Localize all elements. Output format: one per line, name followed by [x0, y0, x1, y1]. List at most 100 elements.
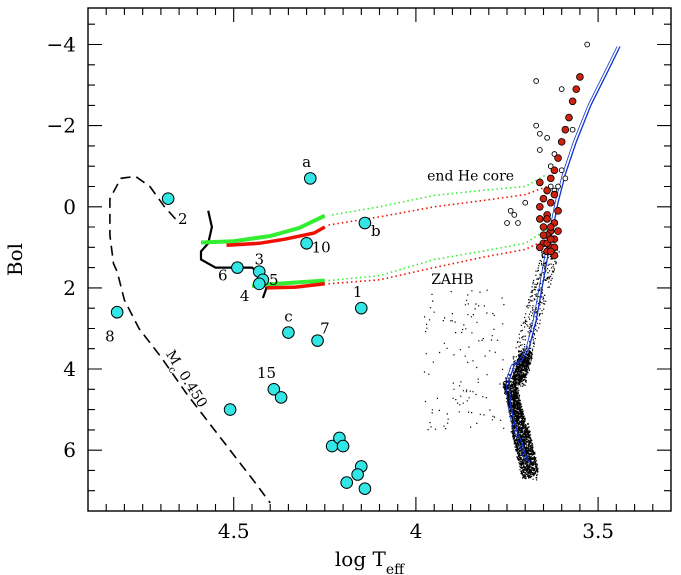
red-giant-point	[568, 97, 577, 106]
star-dot-cloud	[423, 247, 560, 481]
x-axis-title-main: log T	[335, 547, 387, 571]
hot-star-label: 1	[353, 283, 363, 301]
main-sequence-dots	[423, 247, 560, 481]
isochrone-line	[508, 46, 621, 463]
annotation-text: end He core	[427, 168, 514, 184]
agb-open-circle	[555, 183, 561, 190]
x-axis-title-sub: eff	[386, 562, 405, 575]
agb-open-circle	[511, 212, 518, 218]
red-giant-point	[576, 73, 584, 81]
green-end-core-solid	[200, 213, 326, 245]
hot-star-point	[303, 172, 317, 185]
hot-star-label: 8	[105, 328, 115, 346]
hot-star-point	[300, 236, 313, 250]
red-giant-point	[543, 215, 551, 223]
hot-star-label: 6	[218, 267, 228, 285]
agb-open-circle	[515, 220, 521, 226]
agb-open-circle	[558, 167, 565, 174]
hot-star-point	[223, 403, 237, 416]
hot-star-point	[351, 468, 364, 481]
red-giant-point	[539, 231, 548, 239]
hot-star-point	[358, 482, 372, 495]
hot-star-point	[231, 261, 244, 274]
x-tick-label: 4.5	[218, 519, 250, 543]
agb-open-circle	[562, 175, 569, 182]
y-tick-label: 2	[63, 276, 76, 300]
red-end-core-solid	[226, 225, 326, 248]
hot-star-label: 3	[254, 251, 264, 269]
hot-star-label: 15	[257, 364, 276, 382]
red-giant-point	[546, 198, 555, 207]
y-tick-label: −4	[47, 33, 76, 57]
red-giant-point	[546, 235, 555, 244]
red-giant-point	[539, 194, 548, 203]
y-tick-label: 0	[63, 195, 76, 219]
red-giant-point	[539, 223, 548, 231]
red-end-core-dotted	[328, 185, 548, 226]
hot-star-point	[340, 476, 354, 489]
hot-star-point	[110, 305, 124, 319]
evolution-tracks	[109, 46, 621, 504]
red-giant-point	[554, 207, 562, 215]
agb-open-circle	[507, 207, 514, 214]
red-giant-point	[543, 186, 551, 195]
annotation-sub: c	[166, 365, 179, 376]
hot-star-label: 10	[312, 238, 331, 256]
red-giant-point	[565, 113, 573, 122]
red-giant-point	[550, 166, 559, 175]
red-giant-point	[557, 138, 566, 146]
annotation-text: ZAHB	[431, 272, 473, 288]
agb-open-circle	[558, 86, 565, 92]
hot-star-label: b	[371, 222, 381, 240]
agb-open-circle	[504, 220, 510, 226]
y-tick-label: −2	[47, 114, 76, 138]
red-giant-point	[546, 174, 555, 183]
agb-open-circle	[533, 78, 540, 84]
y-tick-label: 6	[63, 438, 76, 462]
red-zahb-dotted	[328, 238, 548, 285]
hot-star-point	[354, 301, 368, 315]
hot-star-point	[274, 391, 288, 404]
red-giant-point	[536, 202, 544, 211]
hot-star-point	[311, 334, 324, 347]
red-giant-point	[536, 243, 544, 252]
hot-star-label: 4	[240, 287, 250, 305]
hot-star-point	[161, 192, 175, 205]
agb-open-circle	[584, 41, 591, 48]
red-giant-point	[554, 154, 562, 162]
hot-star-label: 2	[178, 210, 188, 228]
y-axis-title: Bol	[3, 243, 27, 276]
hot-star-point	[358, 216, 372, 230]
y-tick-label: 4	[63, 357, 76, 381]
agb-open-circle	[536, 147, 543, 153]
hot-star-point	[282, 326, 295, 339]
agb-open-circle	[536, 130, 543, 137]
hot-star-point	[267, 383, 281, 396]
hot-star-label: a	[302, 153, 311, 171]
x-tick-label: 4	[410, 519, 423, 543]
red-giant-point	[572, 85, 581, 93]
hot-star-label: 5	[269, 271, 279, 289]
red-giant-point	[536, 215, 544, 223]
axis-ticks	[88, 8, 671, 511]
star-labels: 2 8 a b 10 3 6 5 4 1 c 7 15	[105, 153, 381, 382]
isochrone-line-2	[505, 46, 618, 463]
red-giant-point	[536, 178, 544, 187]
red-giant-point	[550, 190, 559, 199]
hot-star-label: 7	[320, 319, 330, 337]
hot-star-label: c	[284, 307, 292, 325]
red-giant-point	[546, 223, 555, 231]
red-zahb-solid	[266, 282, 325, 290]
agb-open-circle	[569, 126, 576, 133]
red-giant-point	[546, 247, 555, 256]
mc-dashed-track	[109, 175, 271, 504]
agb-open-circle	[544, 134, 550, 141]
red-giant-point	[561, 125, 570, 134]
x-tick-label: 3.5	[582, 519, 614, 543]
hot-star-point	[336, 439, 350, 453]
agb-open-circle	[522, 199, 529, 206]
data-points	[110, 41, 591, 495]
